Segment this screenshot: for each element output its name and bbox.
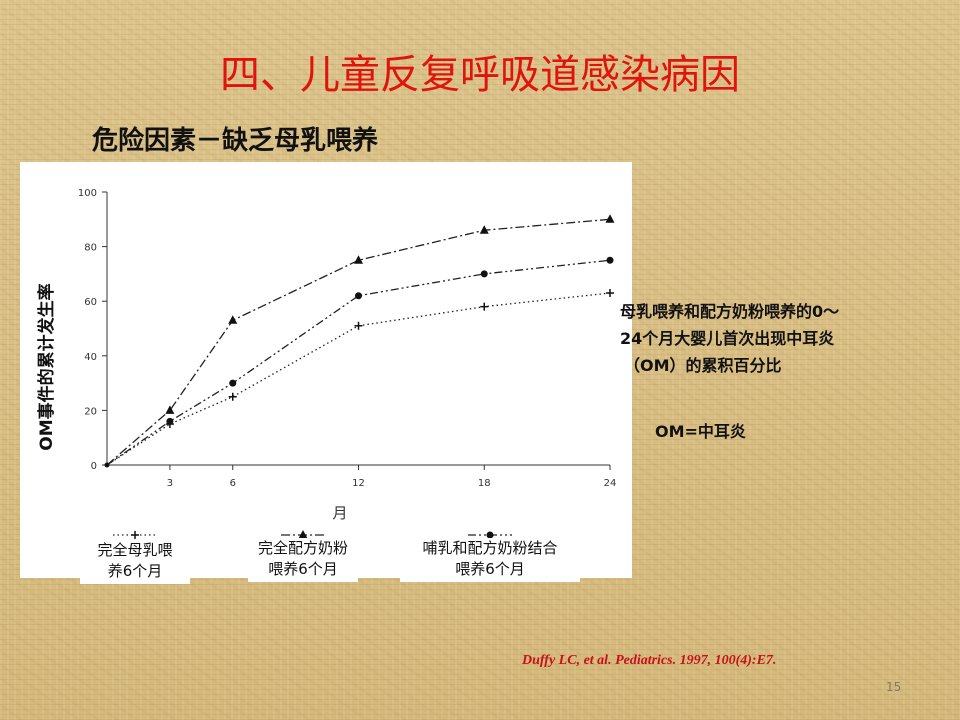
series-line-plus bbox=[106, 292, 611, 466]
data-point-triangle bbox=[228, 315, 238, 324]
description-line: （OM）的累积百分比 bbox=[624, 356, 782, 375]
data-point-plus bbox=[480, 302, 489, 311]
slide-title: 四、儿童反复呼吸道感染病因 bbox=[220, 52, 740, 98]
data-point-circle bbox=[606, 256, 614, 264]
description-line: 24个月大婴儿首次出现中耳炎 bbox=[620, 329, 835, 348]
data-point-circle bbox=[166, 417, 174, 425]
legend-marker-triangle bbox=[298, 530, 308, 539]
page-number: 15 bbox=[886, 680, 902, 694]
legend-label-formula: 完全配方奶粉 喂养6个月 bbox=[248, 538, 358, 582]
series-line-circle bbox=[106, 259, 611, 466]
y-axis-label: OM事件的累计发生率 bbox=[36, 283, 57, 450]
line-chart: 0 20 40 60 80 100 3 6 12 18 24 OM事件的累计发生率 月 bbox=[36, 188, 617, 539]
data-point-circle bbox=[355, 292, 362, 300]
x-tick-label: 24 bbox=[604, 478, 617, 489]
data-point-triangle bbox=[605, 214, 615, 223]
x-tick-label: 18 bbox=[478, 478, 491, 489]
y-tick-label: 0 bbox=[91, 461, 97, 472]
data-point-triangle bbox=[165, 405, 175, 414]
data-point-triangle bbox=[354, 255, 363, 264]
data-point-circle bbox=[480, 270, 488, 278]
legend-marker-plus bbox=[131, 531, 139, 539]
data-point-origin bbox=[104, 462, 110, 468]
slide-subtitle: 危险因素－缺乏母乳喂养 bbox=[92, 126, 379, 156]
data-point-circle bbox=[229, 379, 237, 387]
data-point-plus bbox=[354, 321, 363, 330]
y-tick-label: 60 bbox=[84, 297, 97, 308]
data-point-plus bbox=[606, 289, 614, 298]
description-line: 母乳喂养和配方奶粉喂养的0～ bbox=[620, 302, 840, 321]
chart-panel: 0 20 40 60 80 100 3 6 12 18 24 OM事件的累计发生率 月 完全母乳喂养… bbox=[20, 162, 632, 584]
x-axis-label: 月 bbox=[332, 504, 347, 522]
legend-label-breastfed: 完全母乳喂 养6个月 bbox=[80, 540, 190, 584]
x-tick-label: 3 bbox=[167, 478, 173, 489]
y-tick-label: 100 bbox=[78, 188, 97, 199]
legend-label-mixed: 哺乳和配方奶粉结合 喂养6个月 bbox=[400, 538, 580, 582]
citation: Duffy LC, et al. Pediatrics. 1997, 100(4… bbox=[522, 653, 777, 668]
data-point-triangle bbox=[479, 225, 489, 234]
x-tick-label: 12 bbox=[352, 478, 365, 489]
series-line-triangle bbox=[106, 218, 611, 466]
data-point-plus bbox=[228, 392, 237, 401]
legend-marker-circle bbox=[486, 531, 494, 539]
y-tick-label: 20 bbox=[84, 406, 97, 417]
x-tick-label: 6 bbox=[230, 478, 236, 489]
y-tick-label: 80 bbox=[84, 243, 97, 254]
chart-description: 母乳喂养和配方奶粉喂养的0～ 24个月大婴儿首次出现中耳炎 （OM）的累积百分比 bbox=[620, 298, 920, 379]
y-tick-label: 40 bbox=[84, 352, 97, 363]
abbreviation-note: OM=中耳炎 bbox=[655, 422, 746, 441]
